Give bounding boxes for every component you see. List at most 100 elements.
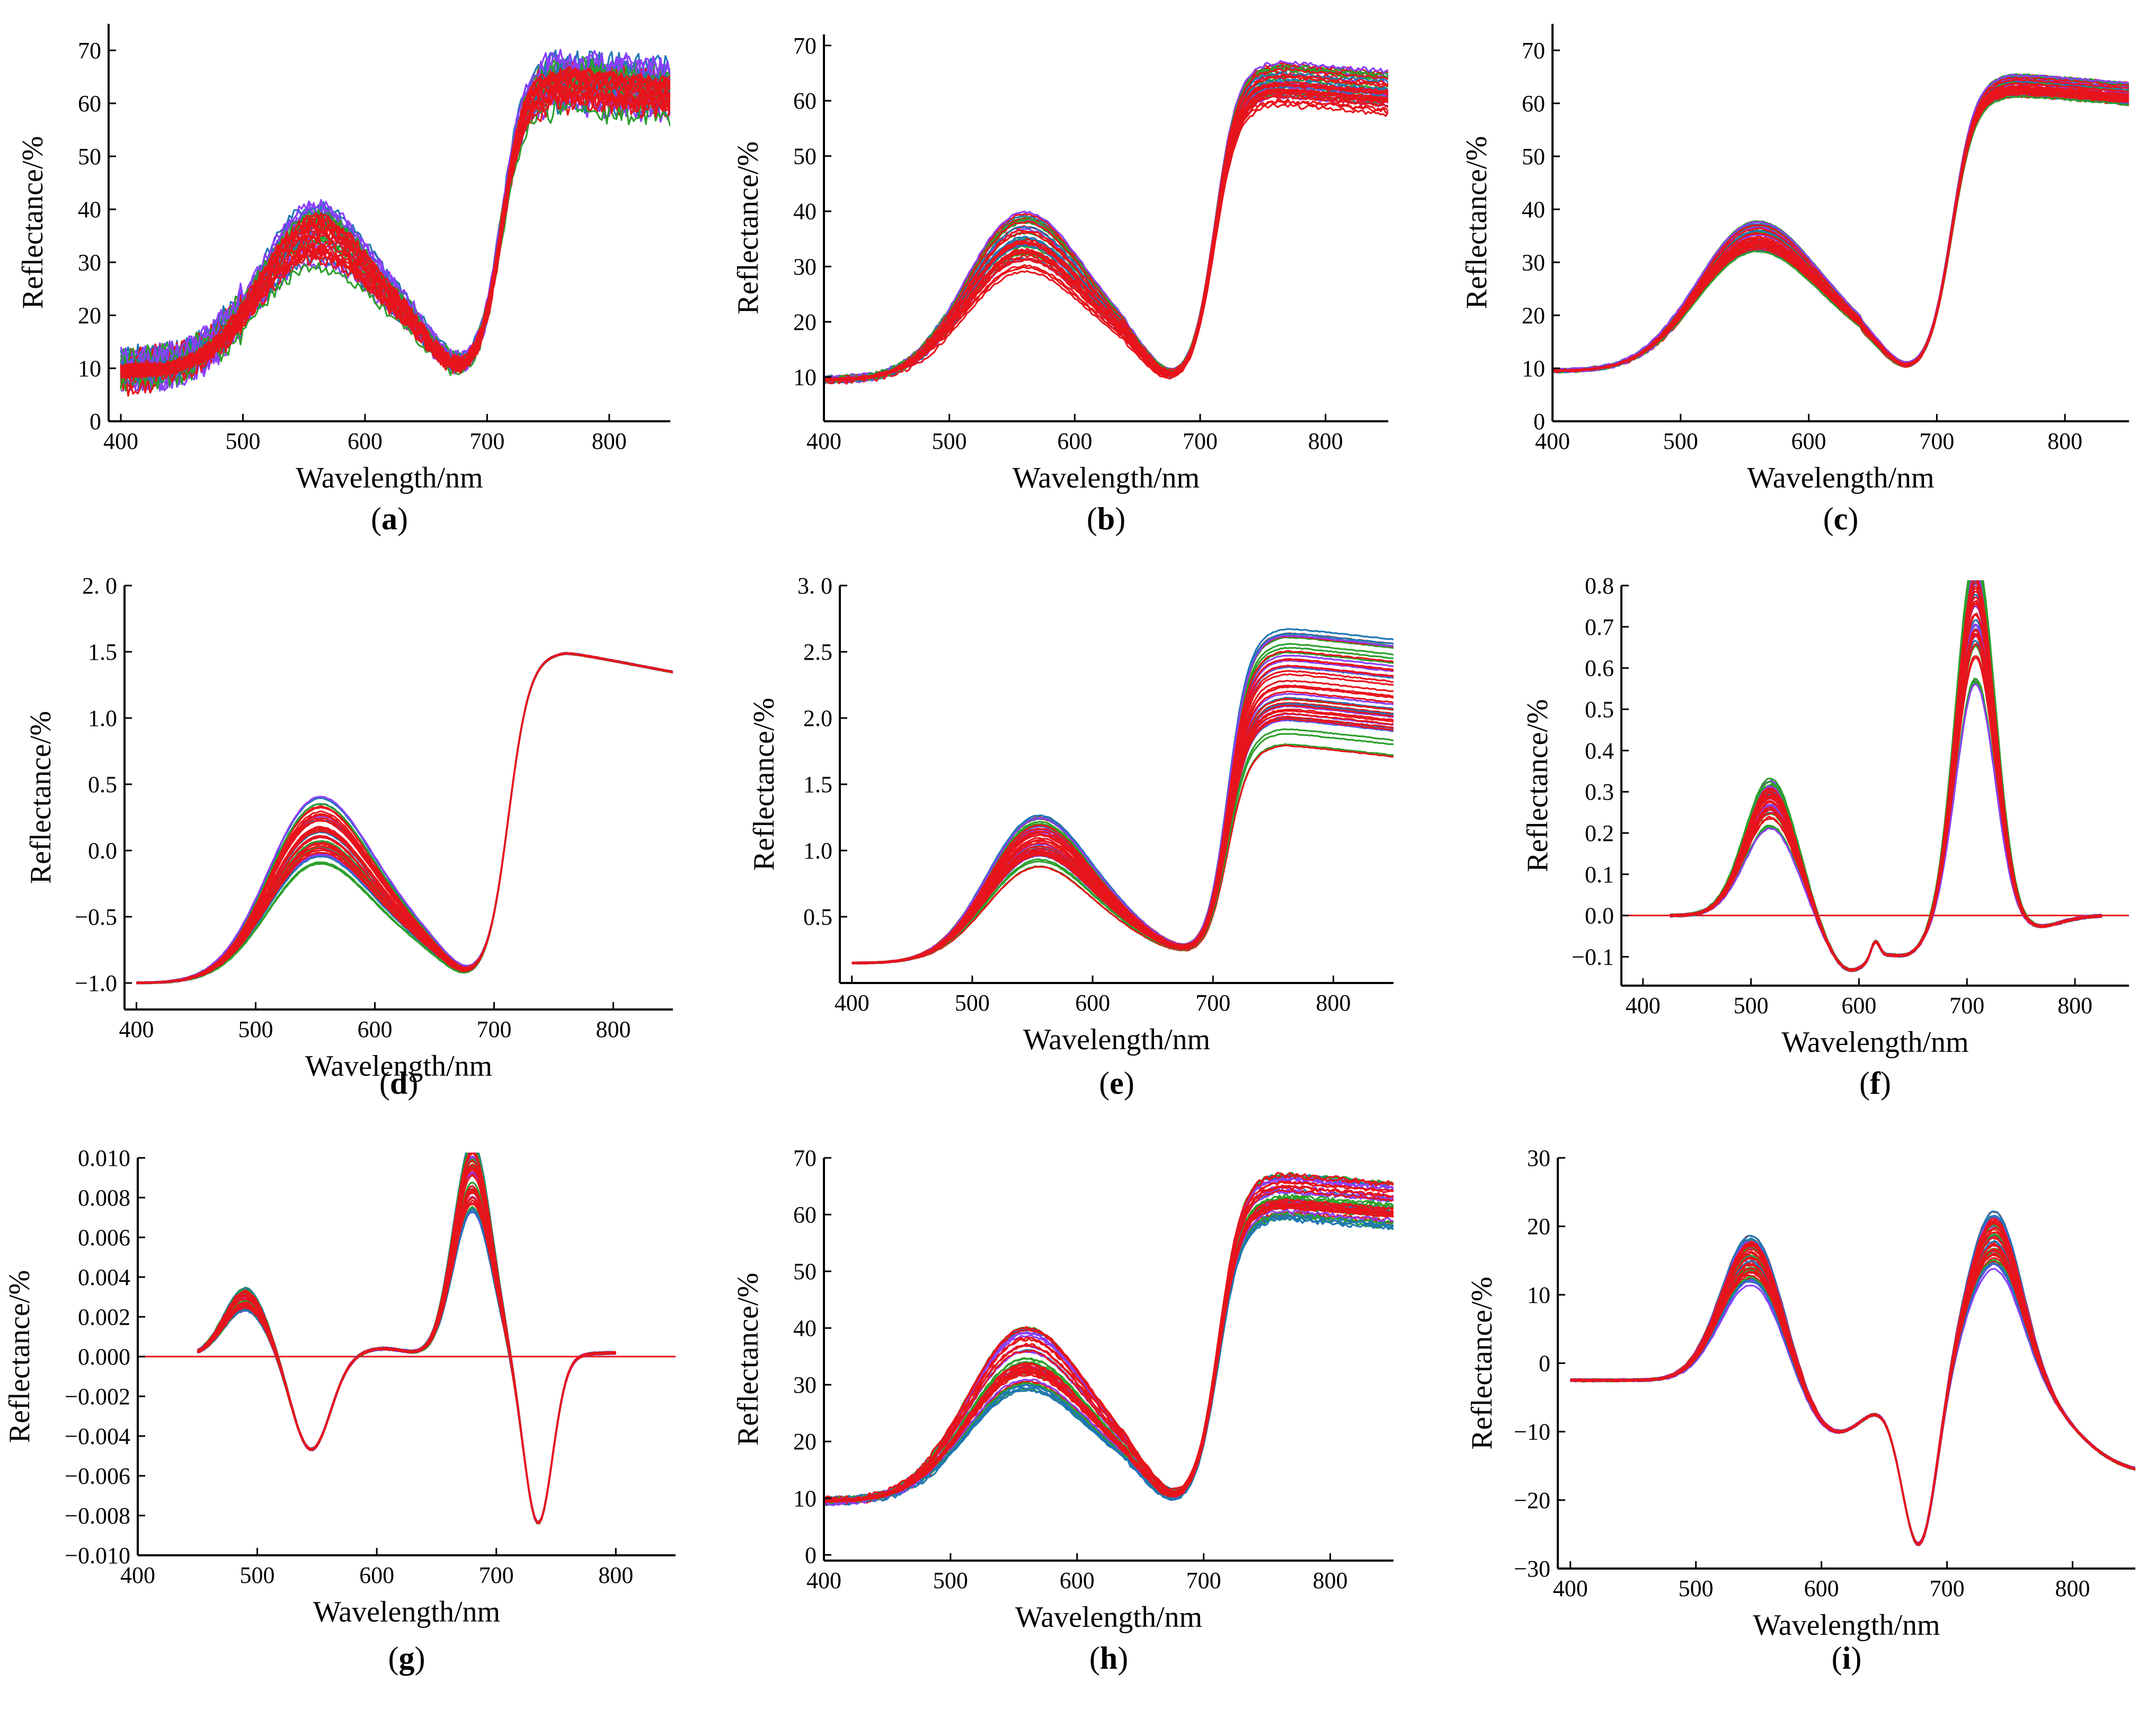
- spectrum-line: [197, 1171, 616, 1524]
- y-tick-label: 0.008: [78, 1185, 130, 1211]
- spectrum-line: [120, 74, 670, 378]
- y-axis-title: Reflectance/%: [16, 136, 49, 309]
- spectrum-line: [120, 90, 670, 377]
- spectrum-line: [824, 1211, 1394, 1501]
- x-tick-label: 800: [2055, 1575, 2090, 1601]
- spectrum-line: [136, 652, 673, 984]
- spectrum-line: [824, 76, 1388, 382]
- spectrum-line: [1552, 81, 2129, 374]
- spectrum-line: [1552, 90, 2129, 373]
- spectrum-line: [1570, 1219, 2135, 1545]
- y-tick-label: 0.004: [78, 1264, 130, 1290]
- spectrum-line: [136, 652, 673, 985]
- panel-caption-f: (f): [1859, 1066, 1891, 1101]
- x-tick-label: 600: [1841, 993, 1876, 1018]
- spectrum-line: [1670, 580, 2102, 971]
- spectrum-line: [824, 65, 1388, 381]
- spectrum-line: [197, 1163, 616, 1523]
- spectrum-line: [136, 652, 673, 985]
- spectrum-line: [824, 81, 1388, 382]
- spectrum-line: [824, 1202, 1394, 1503]
- spectrum-line: [1670, 580, 2102, 971]
- y-tick-label: 40: [793, 1315, 817, 1341]
- spectrum-line: [197, 1199, 616, 1524]
- y-tick-label: 30: [78, 250, 101, 276]
- panel-caption-letter: d: [389, 1066, 408, 1101]
- spectrum-line: [1670, 644, 2102, 971]
- spectrum-line: [136, 652, 673, 984]
- x-tick-label: 600: [348, 428, 383, 454]
- spectrum-line: [1552, 74, 2129, 371]
- spectrum-line: [136, 652, 673, 985]
- spectrum-line: [1552, 92, 2129, 374]
- y-axis-title: Reflectance/%: [732, 141, 765, 314]
- spectrum-line: [824, 1188, 1394, 1503]
- spectrum-line: [1669, 580, 2102, 971]
- spectrum-line: [824, 1196, 1394, 1505]
- y-tick-label: 0.5: [88, 772, 117, 798]
- spectrum-line: [1552, 73, 2129, 373]
- spectrum-line: [824, 93, 1388, 382]
- spectrum-line: [851, 705, 1394, 964]
- spectrum-line: [1670, 580, 2102, 971]
- spectra-group: [197, 1153, 617, 1525]
- spectrum-line: [1570, 1262, 2135, 1546]
- spectrum-line: [197, 1159, 616, 1525]
- spectrum-line: [136, 652, 673, 985]
- spectrum-line: [1669, 596, 2103, 971]
- x-axis-title: Wavelength/nm: [1013, 462, 1200, 494]
- y-tick-label: 20: [793, 1429, 817, 1455]
- spectrum-line: [1670, 644, 2102, 971]
- x-tick-label: 400: [120, 1562, 155, 1588]
- spectrum-line: [136, 652, 673, 985]
- spectrum-line: [824, 1203, 1394, 1503]
- x-tick-label: 800: [596, 1016, 631, 1042]
- spectrum-line: [1552, 74, 2129, 372]
- y-tick-label: 30: [1522, 250, 1545, 276]
- spectrum-line: [824, 84, 1388, 384]
- panel-caption-letter: i: [1842, 1641, 1851, 1676]
- spectrum-line: [1670, 582, 2102, 971]
- spectrum-line: [136, 653, 673, 984]
- y-tick-label: 1.0: [803, 838, 832, 864]
- spectrum-line: [1670, 619, 2102, 972]
- panel-caption-g: (g): [388, 1641, 425, 1676]
- y-tick-label: 30: [793, 254, 817, 280]
- spectrum-line: [136, 652, 673, 984]
- y-tick-label: −30: [1514, 1556, 1550, 1582]
- x-tick-label: 800: [592, 428, 627, 454]
- spectrum-line: [824, 85, 1388, 383]
- spectrum-line: [824, 64, 1388, 382]
- spectrum-line: [824, 92, 1388, 382]
- y-tick-label: −20: [1514, 1487, 1550, 1513]
- spectrum-line: [1552, 78, 2129, 373]
- spectrum-line: [120, 66, 670, 378]
- y-tick-label: 0: [90, 409, 101, 435]
- x-tick-label: 700: [1195, 990, 1230, 1016]
- spectrum-line: [824, 1177, 1394, 1502]
- x-tick-label: 600: [1804, 1575, 1839, 1601]
- spectrum-line: [851, 703, 1394, 964]
- spectrum-line: [1552, 81, 2129, 373]
- spectra-group: [1552, 73, 2129, 374]
- y-tick-label: 0.1: [1585, 862, 1614, 888]
- y-tick-label: 60: [793, 88, 817, 114]
- y-tick-label: 60: [793, 1202, 817, 1228]
- panel-caption-b: (b): [1086, 501, 1126, 536]
- spectrum-line: [824, 90, 1388, 382]
- spectrum-line: [136, 652, 673, 984]
- spectrum-line: [1670, 628, 2102, 971]
- spectrum-line: [136, 652, 673, 984]
- y-tick-label: −0.1: [1572, 944, 1614, 970]
- chart-a: 400 500 600 700 800 0 10 20 30 40 50 60 70 Wavelength…: [16, 24, 670, 494]
- spectrum-line: [824, 1189, 1394, 1502]
- spectrum-line: [824, 1185, 1394, 1503]
- spectrum-line: [851, 712, 1394, 964]
- spectrum-line: [197, 1153, 617, 1524]
- spectrum-line: [824, 1203, 1394, 1504]
- spectrum-line: [851, 702, 1394, 965]
- spectrum-line: [197, 1153, 616, 1524]
- spectrum-line: [197, 1157, 616, 1524]
- spectrum-line: [824, 1204, 1394, 1502]
- spectrum-line: [1552, 88, 2129, 371]
